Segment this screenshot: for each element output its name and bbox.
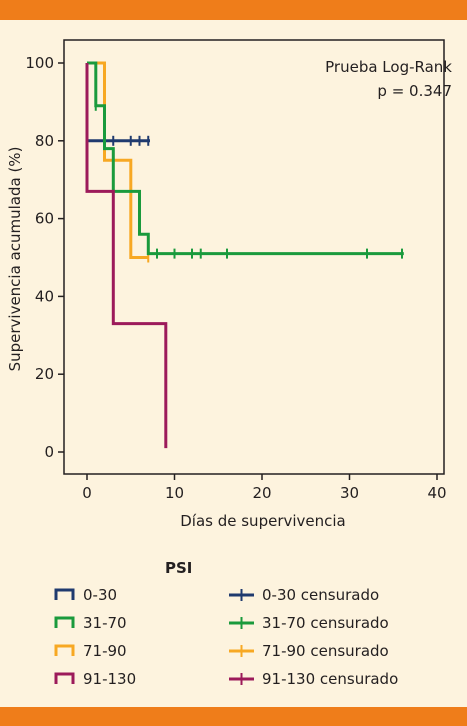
legend-censor-label-0-30: 0-30 censurado (262, 586, 379, 604)
legend-title: PSI (165, 559, 192, 577)
x-tick-label: 0 (82, 484, 92, 502)
legend-censor-label-31-70: 31-70 censurado (262, 614, 389, 632)
legend-swatch-31-70 (54, 616, 75, 628)
legend-label-31-70: 31-70 (83, 614, 127, 632)
series-line-71-90 (87, 61, 149, 259)
annotation-test-name: Prueba Log-Rank (325, 58, 452, 76)
legend-label-0-30: 0-30 (83, 586, 117, 604)
x-tick-label: 10 (165, 484, 184, 502)
legend-censor-label-91-130: 91-130 censurado (262, 670, 398, 688)
x-tick-label: 20 (252, 484, 271, 502)
y-tick-label: 40 (35, 287, 54, 305)
series-line-91-130 (85, 63, 168, 449)
legend-label-71-90: 71-90 (83, 642, 127, 660)
bottom-accent-bar (0, 707, 467, 726)
y-tick-label: 60 (35, 210, 54, 228)
chart-marks (85, 61, 404, 449)
legend-swatch-71-90 (54, 644, 75, 656)
annotation-p-value: p = 0.347 (377, 82, 452, 100)
y-tick-label: 0 (44, 443, 54, 461)
legend-label-91-130: 91-130 (83, 670, 136, 688)
axes: 0 20 40 60 80 100 0 10 20 30 40 (25, 39, 447, 502)
legend-swatch-0-30 (54, 588, 75, 600)
top-accent-bar (0, 0, 467, 20)
y-tick-label: 100 (25, 54, 54, 72)
plot-frame (63, 39, 445, 475)
x-tick-label: 30 (340, 484, 359, 502)
legend-censor-label-71-90: 71-90 censurado (262, 642, 389, 660)
y-tick-label: 20 (35, 365, 54, 383)
legend: 0-30 0-30 censurado 31-70 31-70 censurado 71… (54, 586, 398, 688)
series-line-31-70 (87, 61, 404, 256)
y-tick-label: 80 (35, 132, 54, 150)
legend-swatch-91-130 (54, 672, 75, 684)
y-axis-label: Supervivencia acumulada (%) (6, 147, 24, 372)
x-tick-label: 40 (427, 484, 446, 502)
x-axis-label: Días de supervivencia (180, 512, 346, 530)
